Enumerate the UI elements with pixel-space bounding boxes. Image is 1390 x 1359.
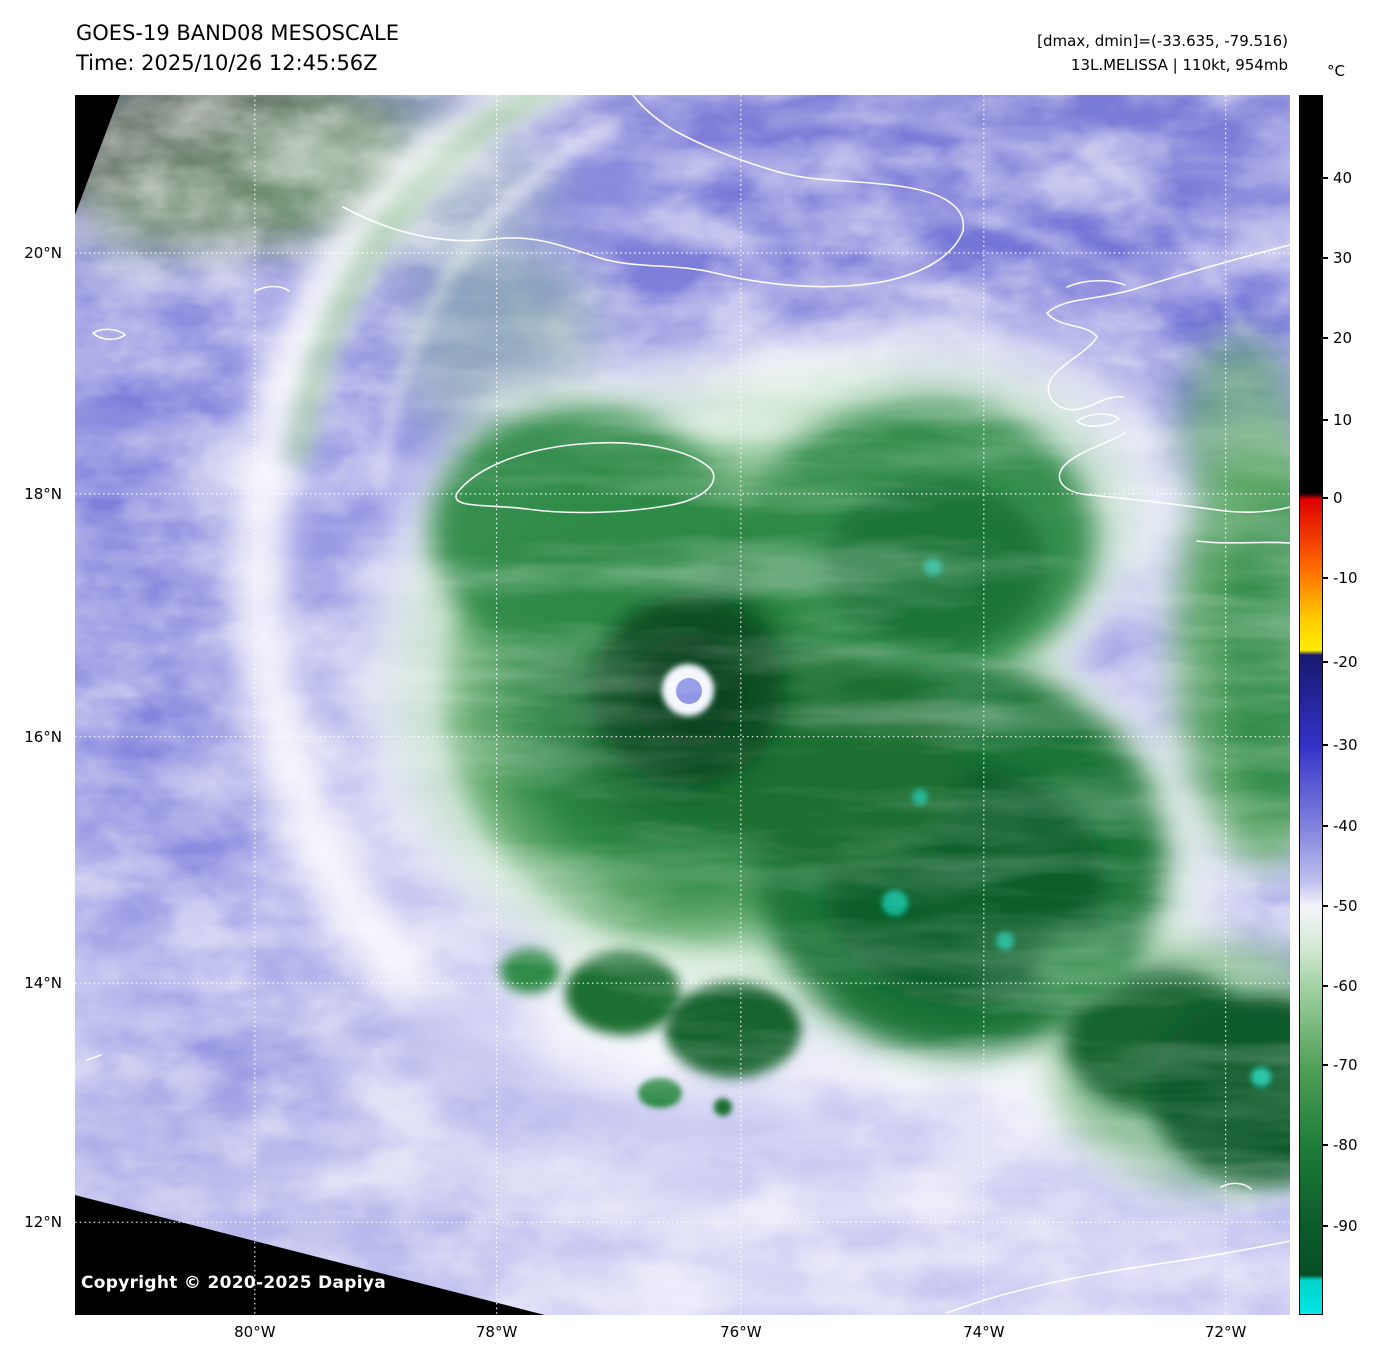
colorbar-tick-label: -20 — [1333, 653, 1358, 672]
colorbar-tickmark — [1323, 1144, 1328, 1147]
small-island-fragment — [86, 1054, 102, 1061]
colorbar-tickmark — [1323, 176, 1328, 179]
timestamp: Time: 2025/10/26 12:45:56Z — [76, 51, 378, 75]
lon-label: 78°W — [475, 1323, 518, 1341]
colorbar-tickmark — [1323, 905, 1328, 908]
colorbar-tick-label: -80 — [1333, 1136, 1358, 1155]
lat-label: 14°N — [24, 974, 62, 993]
colorbar-tick-label: -90 — [1333, 1216, 1358, 1235]
colorbar-tick-label: -30 — [1333, 736, 1358, 755]
lon-label: 74°W — [963, 1323, 1005, 1341]
tortuga-coastline — [1066, 279, 1126, 288]
lat-label: 20°N — [24, 243, 62, 262]
colorbar-tick-label: 10 — [1333, 410, 1353, 429]
colorbar — [1299, 95, 1323, 1315]
colorbar-tick-label: 40 — [1333, 168, 1353, 187]
copyright-text: Copyright © 2020-2025 Dapiya — [81, 1273, 386, 1293]
colorbar-tickmark — [1323, 496, 1328, 499]
colorbar-tick-label: -70 — [1333, 1055, 1358, 1074]
colorbar-tickmark — [1323, 824, 1328, 827]
colorbar-tick-label: 30 — [1333, 249, 1353, 268]
lat-label: 16°N — [24, 727, 62, 746]
colorbar-tickmark — [1323, 661, 1328, 664]
colorbar-tickmark — [1323, 336, 1328, 339]
coastlines — [86, 95, 1290, 1314]
latitude-axis: 20°N 18°N 16°N 14°N 12°N — [0, 95, 66, 1315]
gridlines — [75, 95, 1290, 1315]
cuba-north-coastline — [632, 95, 965, 232]
colorbar-tick-label: -10 — [1333, 569, 1358, 588]
gonave-island-coastline — [1075, 413, 1121, 427]
lon-label: 80°W — [234, 1323, 276, 1341]
cloud-field — [75, 95, 1290, 1315]
colorbar-tickmark — [1323, 257, 1328, 260]
colorbar-tick-label: -50 — [1333, 897, 1358, 916]
lat-label: 18°N — [24, 484, 62, 503]
colorbar-tickmark — [1323, 1063, 1328, 1066]
colorbar-tickmark — [1323, 744, 1328, 747]
colorbar-tick-label: -40 — [1333, 816, 1358, 835]
colorbar-tick-label: 20 — [1333, 328, 1353, 347]
grand-cayman-coastline — [91, 328, 127, 341]
longitude-axis: 80°W 78°W 76°W 74°W 72°W — [75, 1323, 1290, 1345]
page-title: GOES-19 BAND08 MESOSCALE — [76, 21, 399, 45]
cayman-brac-coastline — [254, 285, 290, 292]
satellite-map: Copyright © 2020-2025 Dapiya — [75, 95, 1290, 1315]
hispaniola-south-fragment — [1196, 540, 1290, 544]
south-america-coastline — [946, 1240, 1290, 1314]
lat-label: 12°N — [24, 1213, 62, 1232]
colorbar-tickmark — [1323, 577, 1328, 580]
satellite-image — [75, 95, 1290, 1315]
haiti-north-coastline — [1045, 244, 1290, 411]
colorbar-axis: 40 30 20 10 0 -10 -20 -30 -40 -50 -60 -70 -80 -90 — [1323, 95, 1387, 1315]
haiti-south-coastline — [1058, 432, 1290, 513]
dmax-dmin-readout: [dmax, dmin]=(-33.635, -79.516) — [1037, 32, 1288, 50]
colorbar-tick-label: -60 — [1333, 976, 1358, 995]
colorbar-unit-label: °C — [1327, 62, 1345, 80]
jamaica-coastline — [455, 441, 715, 514]
lon-label: 72°W — [1204, 1323, 1247, 1341]
colorbar-tickmark — [1323, 418, 1328, 421]
colorbar-tick-label: 0 — [1333, 488, 1343, 507]
cuba-south-coastline — [342, 206, 964, 288]
guajira-fragment — [1220, 1182, 1252, 1190]
storm-info-readout: 13L.MELISSA | 110kt, 954mb — [1070, 56, 1288, 74]
colorbar-tickmark — [1323, 1224, 1328, 1227]
colorbar-tickmark — [1323, 984, 1328, 987]
lon-label: 76°W — [720, 1323, 762, 1341]
